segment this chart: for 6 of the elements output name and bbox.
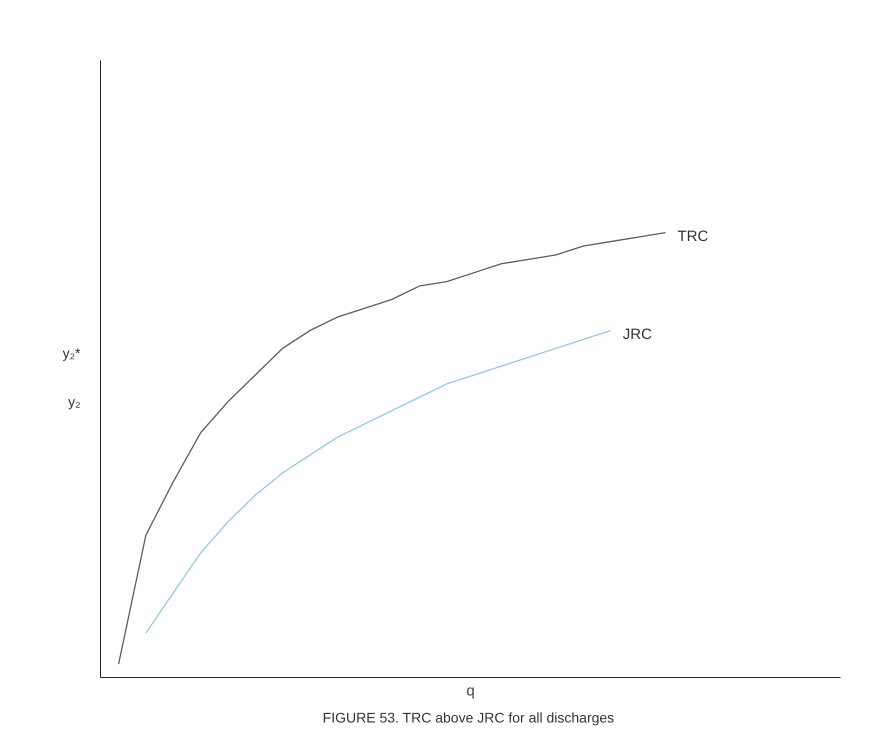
series-label: JRC xyxy=(622,326,652,344)
x-axis-title: q xyxy=(466,682,475,700)
text: y₂ xyxy=(68,394,81,410)
text: FIGURE 53. TRC above JRC for all discharges xyxy=(322,710,614,726)
series-label: TRC xyxy=(677,228,708,246)
text: y₂* xyxy=(62,344,82,361)
